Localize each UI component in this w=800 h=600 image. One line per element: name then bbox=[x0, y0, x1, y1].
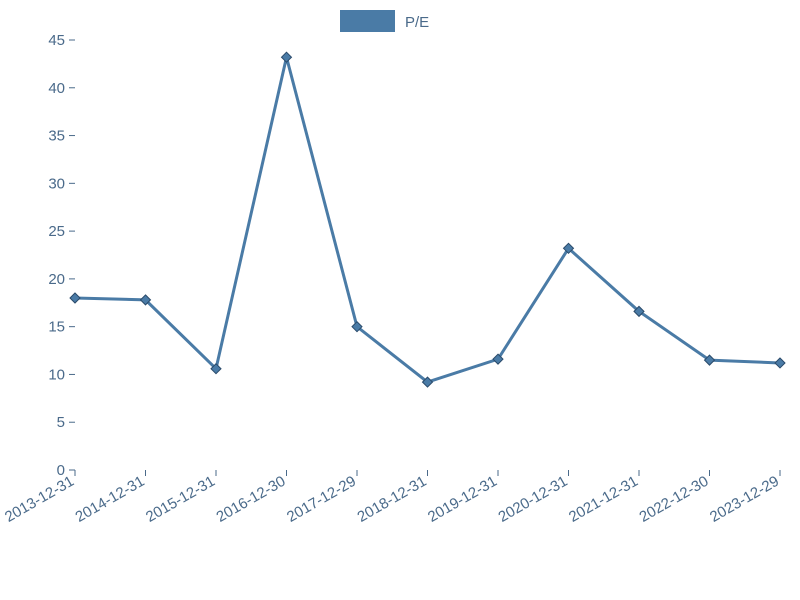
y-tick-label: 5 bbox=[57, 414, 65, 431]
series-line bbox=[75, 57, 780, 382]
x-tick-label: 2018-12-31 bbox=[355, 473, 430, 526]
y-tick-label: 25 bbox=[48, 223, 65, 240]
y-tick-label: 45 bbox=[48, 32, 65, 49]
y-tick-label: 35 bbox=[48, 128, 65, 145]
pe-line-chart: P/E0510152025303540452013-12-312014-12-3… bbox=[0, 0, 800, 600]
y-tick-label: 10 bbox=[48, 366, 65, 383]
x-tick-label: 2013-12-31 bbox=[2, 473, 77, 526]
data-marker bbox=[282, 52, 292, 62]
x-tick-label: 2015-12-31 bbox=[143, 473, 218, 526]
chart-svg: P/E0510152025303540452013-12-312014-12-3… bbox=[0, 0, 800, 600]
x-tick-label: 2017-12-29 bbox=[284, 473, 359, 526]
x-tick-label: 2023-12-29 bbox=[707, 473, 782, 526]
data-marker bbox=[775, 358, 785, 368]
legend-label: P/E bbox=[405, 14, 429, 31]
x-tick-label: 2022-12-30 bbox=[637, 473, 712, 526]
y-tick-label: 20 bbox=[48, 271, 65, 288]
data-marker bbox=[70, 293, 80, 303]
y-tick-label: 40 bbox=[48, 80, 65, 97]
x-tick-label: 2019-12-31 bbox=[425, 473, 500, 526]
y-tick-label: 30 bbox=[48, 175, 65, 192]
x-tick-label: 2016-12-30 bbox=[214, 473, 289, 526]
x-tick-label: 2020-12-31 bbox=[496, 473, 571, 526]
x-tick-label: 2014-12-31 bbox=[73, 473, 148, 526]
x-tick-label: 2021-12-31 bbox=[566, 473, 641, 526]
legend-swatch bbox=[340, 10, 395, 32]
y-tick-label: 15 bbox=[48, 319, 65, 336]
